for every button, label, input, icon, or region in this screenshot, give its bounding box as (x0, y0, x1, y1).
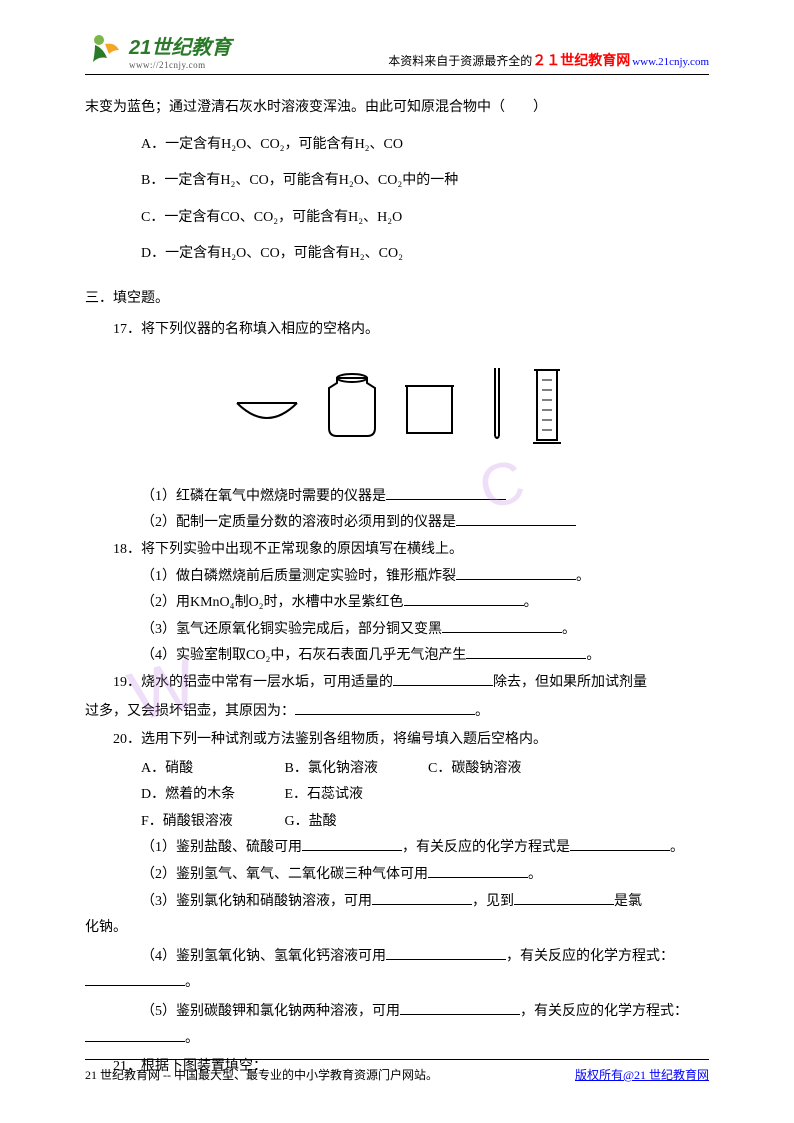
q19-cont: 过多，又会损坏铝壶，其原因为：。 (85, 699, 709, 726)
footer-left: 21 世纪教育网 -- 中国最大型、最专业的中小学教育资源门户网站。 (85, 1066, 438, 1083)
option-b: B．一定含有H₂、CO，可能含有H₂O、CO₂中的一种 (141, 168, 709, 195)
reagent-row-2: D．燃着的木条 E．石蕊试液 (141, 782, 709, 809)
q20-5: （5）鉴别碳酸钾和氯化钠两种溶液，可用，有关反应的化学方程式： (141, 999, 709, 1026)
q18: 18．将下列实验中出现不正常现象的原因填写在横线上。 (113, 537, 709, 564)
footer-link[interactable]: 版权所有@21 世纪教育网 (575, 1066, 709, 1083)
option-a: A．一定含有H₂O、CO₂，可能含有H₂、CO (141, 132, 709, 159)
page-header: 21世纪教育 www://21cnjy.com 本资料来自于资源最齐全的 ２１世… (85, 30, 709, 75)
q20-2: （2）鉴别氢气、氧气、二氧化碳三种气体可用。 (141, 862, 709, 889)
blank (372, 891, 472, 905)
tagline-brand: ２１世纪教育网 (532, 50, 630, 70)
option-d: D．一定含有H₂O、CO，可能含有H₂、CO₂ (141, 241, 709, 268)
blank (404, 592, 524, 606)
header-tagline: 本资料来自于资源最齐全的 ２１世纪教育网 www.21cnjy.com (388, 50, 709, 70)
blank (295, 701, 475, 715)
blank (393, 672, 493, 686)
tagline-prefix: 本资料来自于资源最齐全的 (388, 52, 532, 69)
blank (85, 972, 185, 986)
q18-4: （4）实验室制取CO₂中，石灰石表面几乎无气泡产生。 (141, 643, 709, 670)
document-body: 末变为蓝色；通过澄清石灰水时溶液变浑浊。由此可知原混合物中（ ） A．一定含有H… (85, 95, 709, 1081)
logo: 21世纪教育 www://21cnjy.com (85, 30, 231, 70)
blank (514, 891, 614, 905)
q20: 20．选用下列一种试剂或方法鉴别各组物质，将编号填入题后空格内。 (85, 727, 709, 754)
reagent-row-3: F．硝酸银溶液 G．盐酸 (141, 809, 709, 836)
tagline-url: www.21cnjy.com (632, 56, 709, 68)
blank (570, 837, 670, 851)
logo-text-sub: www://21cnjy.com (129, 60, 231, 70)
intro-line: 末变为蓝色；通过澄清石灰水时溶液变浑浊。由此可知原混合物中（ ） (85, 95, 709, 122)
q18-1: （1）做白磷燃烧前后质量测定实验时，锥形瓶炸裂。 (141, 564, 709, 591)
q20-3-cont: 化钠。 (85, 915, 709, 942)
q17-1: （1）红磷在氧气中燃烧时需要的仪器是 (141, 484, 709, 511)
blank (386, 946, 506, 960)
q20-5-cont: 。 (85, 1026, 709, 1053)
page-footer: 21 世纪教育网 -- 中国最大型、最专业的中小学教育资源门户网站。 版权所有@… (85, 1059, 709, 1083)
q19: 19．烧水的铝壶中常有一层水垢，可用适量的除去，但如果所加试剂量 (85, 670, 709, 697)
q18-3: （3）氢气还原氧化铜实验完成后，部分铜又变黑。 (141, 617, 709, 644)
q20-4: （4）鉴别氢氧化钠、氢氧化钙溶液可用，有关反应的化学方程式： (141, 944, 709, 971)
blank (442, 619, 562, 633)
q17: 17．将下列仪器的名称填入相应的空格内。 (113, 317, 709, 344)
option-c: C．一定含有CO、CO₂，可能含有H₂、H₂O (141, 205, 709, 232)
blank (428, 864, 528, 878)
q17-2: （2）配制一定质量分数的溶液时必须用到的仪器是 (141, 510, 709, 537)
blank (466, 645, 586, 659)
blank (456, 512, 576, 526)
q20-3: （3）鉴别氯化钠和硝酸钠溶液，可用，见到是氯 (141, 889, 709, 916)
logo-icon (85, 30, 125, 70)
blank (302, 837, 402, 851)
apparatus-figure (85, 358, 709, 469)
logo-text-main: 21世纪教育 (129, 31, 231, 60)
q20-1: （1）鉴别盐酸、硫酸可用，有关反应的化学方程式是。 (141, 835, 709, 862)
reagent-row-1: A．硝酸 B．氯化钠溶液 C．碳酸钠溶液 (141, 756, 709, 783)
blank (85, 1028, 185, 1042)
q20-4-cont: 。 (85, 970, 709, 997)
blank (400, 1001, 520, 1015)
blank (456, 566, 576, 580)
q18-2: （2）用KMnO₄制O₂时，水槽中水呈紫红色。 (141, 590, 709, 617)
section-3-title: 三．填空题。 (85, 286, 709, 313)
blank (386, 486, 506, 500)
